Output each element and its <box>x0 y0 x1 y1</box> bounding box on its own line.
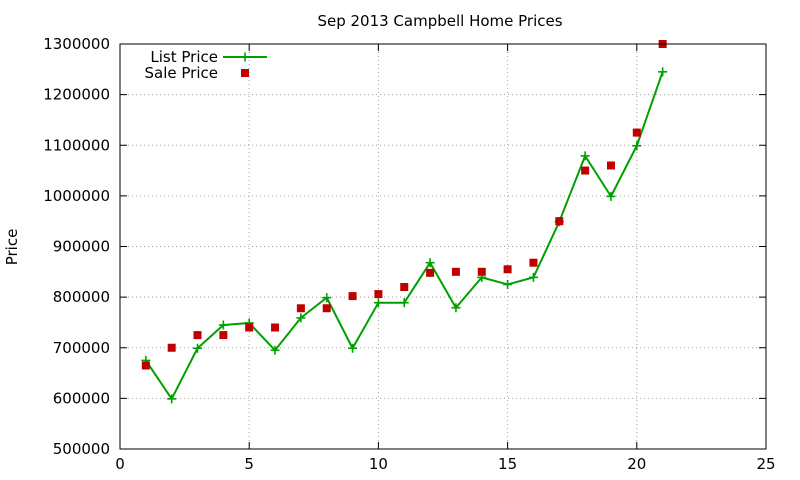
legend-swatch-marker <box>241 69 249 77</box>
sale-price-point <box>632 128 641 137</box>
x-tick-label: 20 <box>627 455 646 473</box>
x-tick-label: 15 <box>498 455 517 473</box>
y-tick-label: 500000 <box>53 440 110 458</box>
axis-ticks: 0 5 10 15 20 25 500000 600000 700000 800000 900000… <box>43 35 775 473</box>
x-tick-label: 5 <box>244 455 254 473</box>
y-tick-label: 800000 <box>53 288 110 306</box>
sale-price-point <box>451 267 460 276</box>
sale-price-point <box>348 292 357 301</box>
legend-swatch-marker <box>240 52 250 62</box>
list-price-point <box>425 258 435 268</box>
chart-title: Sep 2013 Campbell Home Prices <box>317 12 562 30</box>
sale-price-point <box>400 283 409 291</box>
list-price-point <box>451 303 461 313</box>
y-axis-label: Price <box>3 229 21 266</box>
sale-price-point <box>219 331 228 340</box>
list-price-point <box>270 345 280 355</box>
list-price-point <box>373 298 383 308</box>
sale-price-point <box>322 304 331 313</box>
sale-price-point <box>555 217 564 226</box>
list-price-line <box>145 71 664 400</box>
list-price-point <box>193 343 203 353</box>
list-price-point <box>322 293 332 303</box>
list-price-point <box>503 279 513 289</box>
grid <box>120 44 766 449</box>
sale-price-point <box>296 304 305 313</box>
list-price-point <box>658 67 668 77</box>
sale-price-point <box>503 265 512 274</box>
x-tick-label: 10 <box>369 455 388 473</box>
list-price-point <box>606 191 616 201</box>
list-price-point <box>580 151 590 161</box>
y-tick-label: 1000000 <box>43 187 110 205</box>
list-price-point <box>167 394 177 404</box>
list-price-point <box>528 272 538 282</box>
series-sale-price <box>141 40 667 370</box>
sale-price-point <box>141 361 150 370</box>
sale-price-point <box>529 258 538 267</box>
list-price-point <box>296 313 306 323</box>
sale-price-point <box>426 268 435 277</box>
y-tick-label: 900000 <box>53 238 110 256</box>
sale-price-point <box>477 267 486 276</box>
series-list-price <box>141 67 668 404</box>
sale-price-point <box>193 331 202 340</box>
sale-price-point <box>271 323 280 332</box>
y-tick-label: 1200000 <box>43 86 110 104</box>
legend-label: Sale Price <box>145 64 218 82</box>
y-tick-label: 1100000 <box>43 136 110 154</box>
sale-price-point <box>581 166 590 175</box>
list-price-point <box>632 141 642 151</box>
sale-price-point <box>167 343 176 352</box>
sale-price-point <box>606 161 615 170</box>
sale-price-point <box>245 323 254 332</box>
y-tick-label: 700000 <box>53 339 110 357</box>
list-price-point <box>348 343 358 353</box>
list-price-point <box>399 298 409 308</box>
series-layer <box>141 40 668 404</box>
y-tick-label: 600000 <box>53 389 110 407</box>
x-tick-label: 0 <box>115 455 125 473</box>
sale-price-point <box>374 290 383 299</box>
list-price-point <box>218 320 228 330</box>
x-tick-label: 25 <box>756 455 775 473</box>
legend-label: List Price <box>150 48 218 66</box>
y-tick-label: 1300000 <box>43 35 110 53</box>
